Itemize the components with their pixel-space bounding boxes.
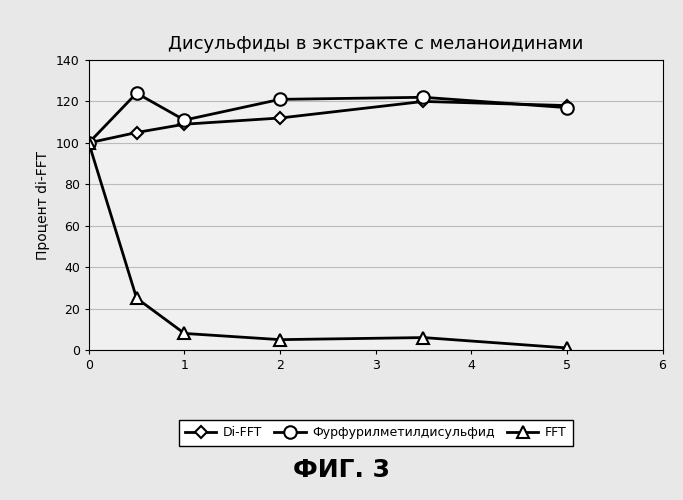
Di-FFT — [85, 140, 93, 146]
Фурфурилметилдисульфид — [180, 117, 189, 123]
Фурфурилметилдисульфид — [276, 96, 284, 102]
Y-axis label: Процент di-FFT: Процент di-FFT — [36, 150, 51, 260]
Line: Di-FFT: Di-FFT — [85, 98, 571, 147]
FFT — [85, 140, 93, 146]
Фурфурилметилдисульфид — [133, 90, 141, 96]
Legend: Di-FFT, Фурфурилметилдисульфид, FFT: Di-FFT, Фурфурилметилдисульфид, FFT — [179, 420, 572, 446]
Line: FFT: FFT — [83, 138, 572, 354]
FFT — [276, 336, 284, 342]
Фурфурилметилдисульфид — [85, 140, 93, 146]
Line: Фурфурилметилдисульфид: Фурфурилметилдисульфид — [83, 87, 573, 149]
Title: Дисульфиды в экстракте с меланоидинами: Дисульфиды в экстракте с меланоидинами — [168, 35, 583, 53]
Di-FFT — [276, 115, 284, 121]
FFT — [180, 330, 189, 336]
Di-FFT — [419, 98, 428, 104]
FFT — [563, 345, 571, 351]
Фурфурилметилдисульфид — [419, 94, 428, 100]
Di-FFT — [180, 121, 189, 127]
Di-FFT — [563, 102, 571, 108]
Di-FFT — [133, 130, 141, 136]
Text: ФИГ. 3: ФИГ. 3 — [293, 458, 390, 482]
FFT — [419, 334, 428, 340]
Фурфурилметилдисульфид — [563, 104, 571, 110]
FFT — [133, 295, 141, 301]
